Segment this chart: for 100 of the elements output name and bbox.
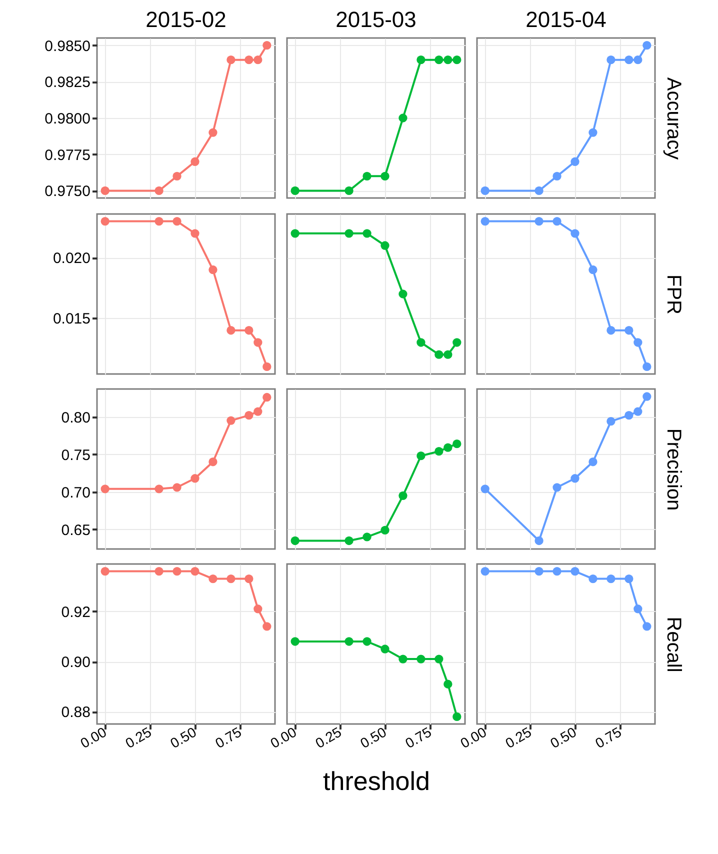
point (552, 216, 562, 226)
point (570, 229, 580, 238)
point (570, 157, 580, 166)
x-axis-title: threshold (323, 766, 430, 796)
point (444, 680, 452, 688)
y2-axis-title: Precision (662, 428, 684, 511)
point (570, 474, 580, 483)
point (190, 157, 200, 166)
point (226, 574, 236, 584)
point (380, 644, 390, 654)
point (262, 392, 272, 402)
point (398, 290, 408, 298)
y-tick-label: 0.75 (61, 446, 90, 464)
point (172, 172, 182, 181)
point (606, 416, 616, 426)
y-tick-label: 0.70 (61, 484, 90, 502)
x-tick-label: 0.50 (547, 724, 580, 752)
point (588, 458, 598, 466)
point (416, 338, 426, 347)
point (444, 443, 452, 452)
point (172, 483, 182, 492)
point (262, 40, 272, 50)
point (172, 566, 182, 576)
point (262, 622, 272, 631)
point (570, 566, 580, 576)
chart-title: 2015-04 (526, 7, 606, 32)
point (254, 407, 262, 416)
point (624, 55, 634, 64)
point (552, 483, 562, 492)
point (552, 172, 562, 181)
point (380, 526, 390, 535)
point (452, 338, 462, 347)
point (624, 574, 634, 584)
point (244, 55, 254, 64)
y-tick-label: 0.65 (61, 522, 90, 539)
point (606, 326, 616, 335)
point (208, 574, 218, 584)
x-tick-label: 0.25 (502, 724, 534, 752)
point (588, 574, 598, 584)
point (634, 338, 642, 347)
point (380, 172, 390, 181)
point (208, 265, 218, 274)
point (434, 55, 444, 64)
x-tick-label: 0.00 (457, 724, 490, 752)
point (254, 338, 262, 347)
point (262, 362, 272, 372)
point (290, 229, 300, 238)
point (244, 410, 254, 420)
x-tick-label: 0.50 (357, 724, 390, 752)
point (624, 326, 634, 335)
point (444, 55, 452, 64)
point (344, 186, 354, 196)
chart-title: 2015-02 (146, 7, 226, 32)
y-tick-label: 0.9800 (44, 110, 90, 128)
x-tick-label: 0.75 (592, 724, 624, 752)
point (434, 350, 444, 359)
point (398, 654, 408, 664)
y-tick-label: 0.020 (52, 250, 90, 268)
point (190, 566, 200, 576)
point (480, 186, 490, 196)
y-tick-label: 0.88 (61, 704, 90, 722)
y-tick-label: 0.9825 (44, 74, 90, 92)
point (634, 55, 642, 64)
point (290, 536, 300, 546)
x-tick-label: 0.00 (77, 724, 110, 752)
point (452, 440, 462, 448)
point (534, 566, 544, 576)
point (226, 416, 236, 425)
point (642, 362, 652, 372)
point (100, 484, 110, 494)
point (244, 574, 254, 584)
point (534, 186, 544, 196)
point (100, 566, 110, 576)
point (416, 55, 426, 64)
y2-axis-title: FPR (662, 274, 684, 314)
point (100, 216, 110, 226)
point (254, 604, 262, 614)
point (634, 604, 642, 614)
point (208, 458, 218, 466)
point (344, 229, 354, 238)
point (154, 186, 164, 196)
x-tick-label: 0.00 (267, 724, 300, 752)
point (398, 114, 408, 122)
point (416, 654, 426, 664)
point (380, 241, 390, 250)
y-tick-label: 0.015 (52, 310, 90, 328)
point (290, 186, 300, 196)
point (624, 410, 634, 420)
point (452, 55, 462, 64)
point (398, 491, 408, 500)
point (344, 637, 354, 646)
point (100, 186, 110, 196)
point (434, 447, 444, 456)
x-tick-label: 0.75 (212, 724, 244, 752)
point (154, 484, 164, 494)
chart-title: 2015-03 (336, 7, 416, 32)
x-tick-label: 0.25 (122, 724, 154, 752)
point (642, 40, 652, 50)
y2-axis-title: Accuracy (662, 77, 684, 160)
y-tick-label: 0.9775 (44, 146, 90, 164)
